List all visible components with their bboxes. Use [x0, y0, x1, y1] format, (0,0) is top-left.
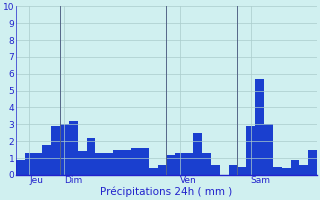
Bar: [202, 153, 211, 175]
Bar: [157, 165, 166, 175]
Bar: [113, 150, 122, 175]
X-axis label: Précipitations 24h ( mm ): Précipitations 24h ( mm ): [100, 187, 233, 197]
Bar: [264, 124, 273, 175]
Bar: [42, 145, 51, 175]
Bar: [25, 153, 33, 175]
Bar: [51, 126, 60, 175]
Bar: [308, 150, 317, 175]
Bar: [78, 151, 87, 175]
Bar: [149, 168, 157, 175]
Bar: [228, 165, 237, 175]
Bar: [16, 160, 25, 175]
Bar: [291, 160, 300, 175]
Bar: [175, 153, 184, 175]
Bar: [300, 165, 308, 175]
Bar: [273, 167, 282, 175]
Bar: [282, 168, 291, 175]
Bar: [104, 153, 113, 175]
Bar: [237, 167, 246, 175]
Bar: [184, 153, 193, 175]
Bar: [131, 148, 140, 175]
Bar: [60, 124, 69, 175]
Bar: [255, 79, 264, 175]
Bar: [33, 153, 42, 175]
Bar: [166, 155, 175, 175]
Bar: [193, 133, 202, 175]
Bar: [87, 138, 95, 175]
Bar: [95, 153, 104, 175]
Bar: [211, 165, 220, 175]
Bar: [140, 148, 149, 175]
Bar: [246, 126, 255, 175]
Bar: [69, 121, 78, 175]
Bar: [122, 150, 131, 175]
